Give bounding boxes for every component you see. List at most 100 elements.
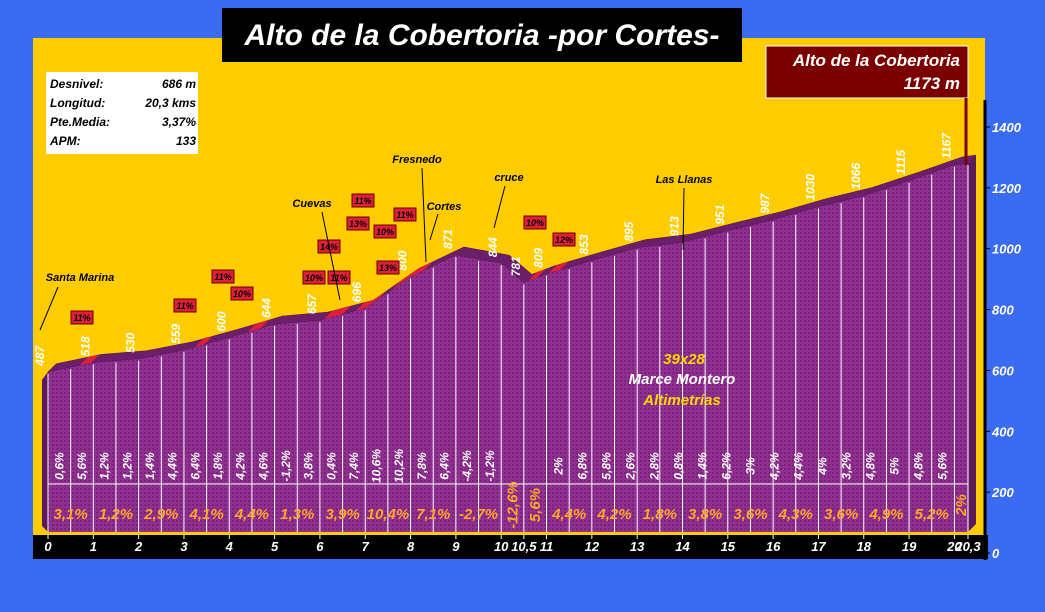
y-tick-label: 400 [991, 424, 1014, 439]
y-tick-label: 600 [992, 363, 1014, 378]
place-pointer [321, 211, 341, 301]
half-km-gradient: 4% [815, 457, 829, 476]
half-km-gradient: 1,4% [143, 452, 157, 480]
half-km-gradient: 10,6% [370, 449, 384, 483]
place-pointer [493, 185, 506, 229]
half-km-gradient: 3,8% [302, 452, 316, 480]
km-gradient: 4,2% [596, 506, 631, 523]
x-tick-label: 17 [811, 539, 826, 554]
steep-label-box [393, 207, 417, 222]
steep-label: 13% [379, 263, 397, 273]
half-km-gradient: 6,2% [719, 452, 733, 480]
x-tick-label: 5 [271, 539, 279, 554]
stat-value: 686 m [162, 77, 196, 91]
x-tick-label: 11 [540, 539, 554, 554]
half-km-gradient: 4,4% [166, 452, 180, 481]
place-label: Santa Marina [46, 272, 114, 284]
half-km-gradient: 6,8% [576, 452, 590, 480]
km-gradient: 7,1% [416, 506, 450, 523]
elevation-label: 1115 [894, 149, 908, 174]
km-gradient: 2,9% [143, 506, 178, 523]
steep-label-box [173, 298, 197, 313]
elevation-label: 853 [577, 234, 591, 254]
half-km-gradient: 5,6% [935, 452, 949, 480]
elevation-label: 844 [486, 237, 500, 257]
steep-label-box [346, 216, 370, 231]
y-tick-label: 1200 [992, 181, 1022, 196]
steep-span [247, 320, 270, 333]
x-tick-label: 12 [585, 539, 600, 554]
steep-label: 11% [396, 210, 413, 220]
steep-label-box [211, 269, 235, 284]
stat-label: Longitud: [50, 96, 105, 110]
km-gradient: 1,2% [99, 506, 133, 523]
half-km-gradient: 3,2% [839, 452, 853, 480]
half-km-gradient: 5,6% [75, 452, 89, 480]
km-gradient: 1,3% [280, 506, 314, 523]
steep-label: 12% [555, 235, 573, 245]
y-tick-label: 200 [991, 485, 1014, 500]
steep-label: 13% [349, 219, 367, 229]
elevation-label: 1066 [849, 163, 863, 190]
stat-label: APM: [49, 134, 81, 148]
credit: Altimetrías [642, 392, 721, 409]
steep-label-box [302, 270, 326, 285]
side-face [42, 371, 48, 532]
elevation-label: 518 [78, 336, 92, 356]
half-km-gradient: 2,6% [623, 452, 637, 481]
elevation-label: 1167 [939, 132, 953, 159]
elevation-label: 913 [667, 216, 681, 236]
steep-span [79, 354, 100, 366]
x-tick-label: 6 [316, 539, 324, 554]
half-km-gradient: 1,4% [695, 452, 709, 480]
x-tick-label: 14 [675, 539, 690, 554]
elevation-label: 657 [305, 293, 319, 314]
half-km-gradient: 4,4% [791, 452, 805, 481]
half-km-gradient: 3% [743, 457, 757, 475]
half-km-gradient: 4,6% [256, 452, 270, 481]
km-gradient: 5,2% [915, 506, 949, 523]
half-km-gradient: 0,4% [324, 452, 338, 480]
elevation-label: 781 [509, 256, 523, 276]
summit-elevation: 1173 m [904, 74, 960, 93]
x-tick-label: 20 [946, 539, 962, 554]
x-tick-label: 7 [362, 539, 370, 554]
steep-label: 11% [330, 273, 347, 283]
x-tick-label: 4 [225, 539, 234, 554]
km-gradient: -2,7% [459, 506, 498, 523]
stat-value: 133 [176, 134, 196, 148]
km-gradient: 4,4% [234, 506, 269, 523]
x-tick-label: 20,3 [954, 539, 981, 554]
place-pointer [682, 187, 685, 251]
x-tick-label: 15 [721, 539, 736, 554]
steep-label: 11% [176, 301, 193, 311]
half-km-gradient: 6,4% [188, 452, 202, 480]
elevation-label: 559 [169, 324, 183, 344]
place-label: cruce [494, 172, 523, 184]
x-tick-label: 10 [494, 539, 509, 554]
km-gradient: 3,6% [733, 506, 767, 523]
half-km-gradient: 5% [887, 457, 901, 475]
half-km-gradient: 4,8% [911, 452, 925, 481]
elevation-label: 487 [33, 344, 47, 366]
km-gradient: 3,6% [824, 506, 858, 523]
y-tick-label: 1000 [992, 242, 1022, 257]
elevation-label: 600 [214, 311, 228, 331]
steep-label-box [523, 215, 547, 230]
elevation-label: 644 [260, 298, 274, 318]
y-tick-label: 1400 [992, 120, 1022, 135]
y-tick-label: 0 [992, 546, 1000, 561]
elevation-label: 1030 [803, 174, 817, 201]
profile-area [48, 163, 968, 532]
steep-label: 11% [354, 196, 371, 206]
stat-label: Pte.Media: [50, 115, 110, 129]
y-tick-label: 800 [992, 303, 1014, 318]
x-tick-label: 18 [857, 539, 872, 554]
km-gradient: 4,9% [868, 506, 903, 523]
credit: 39x28 [663, 351, 705, 368]
half-km-gradient: 2% [552, 457, 566, 476]
km-gradient: 3,9% [325, 506, 359, 523]
x-axis-band [33, 535, 988, 559]
km-gradient: 2% [953, 494, 970, 517]
